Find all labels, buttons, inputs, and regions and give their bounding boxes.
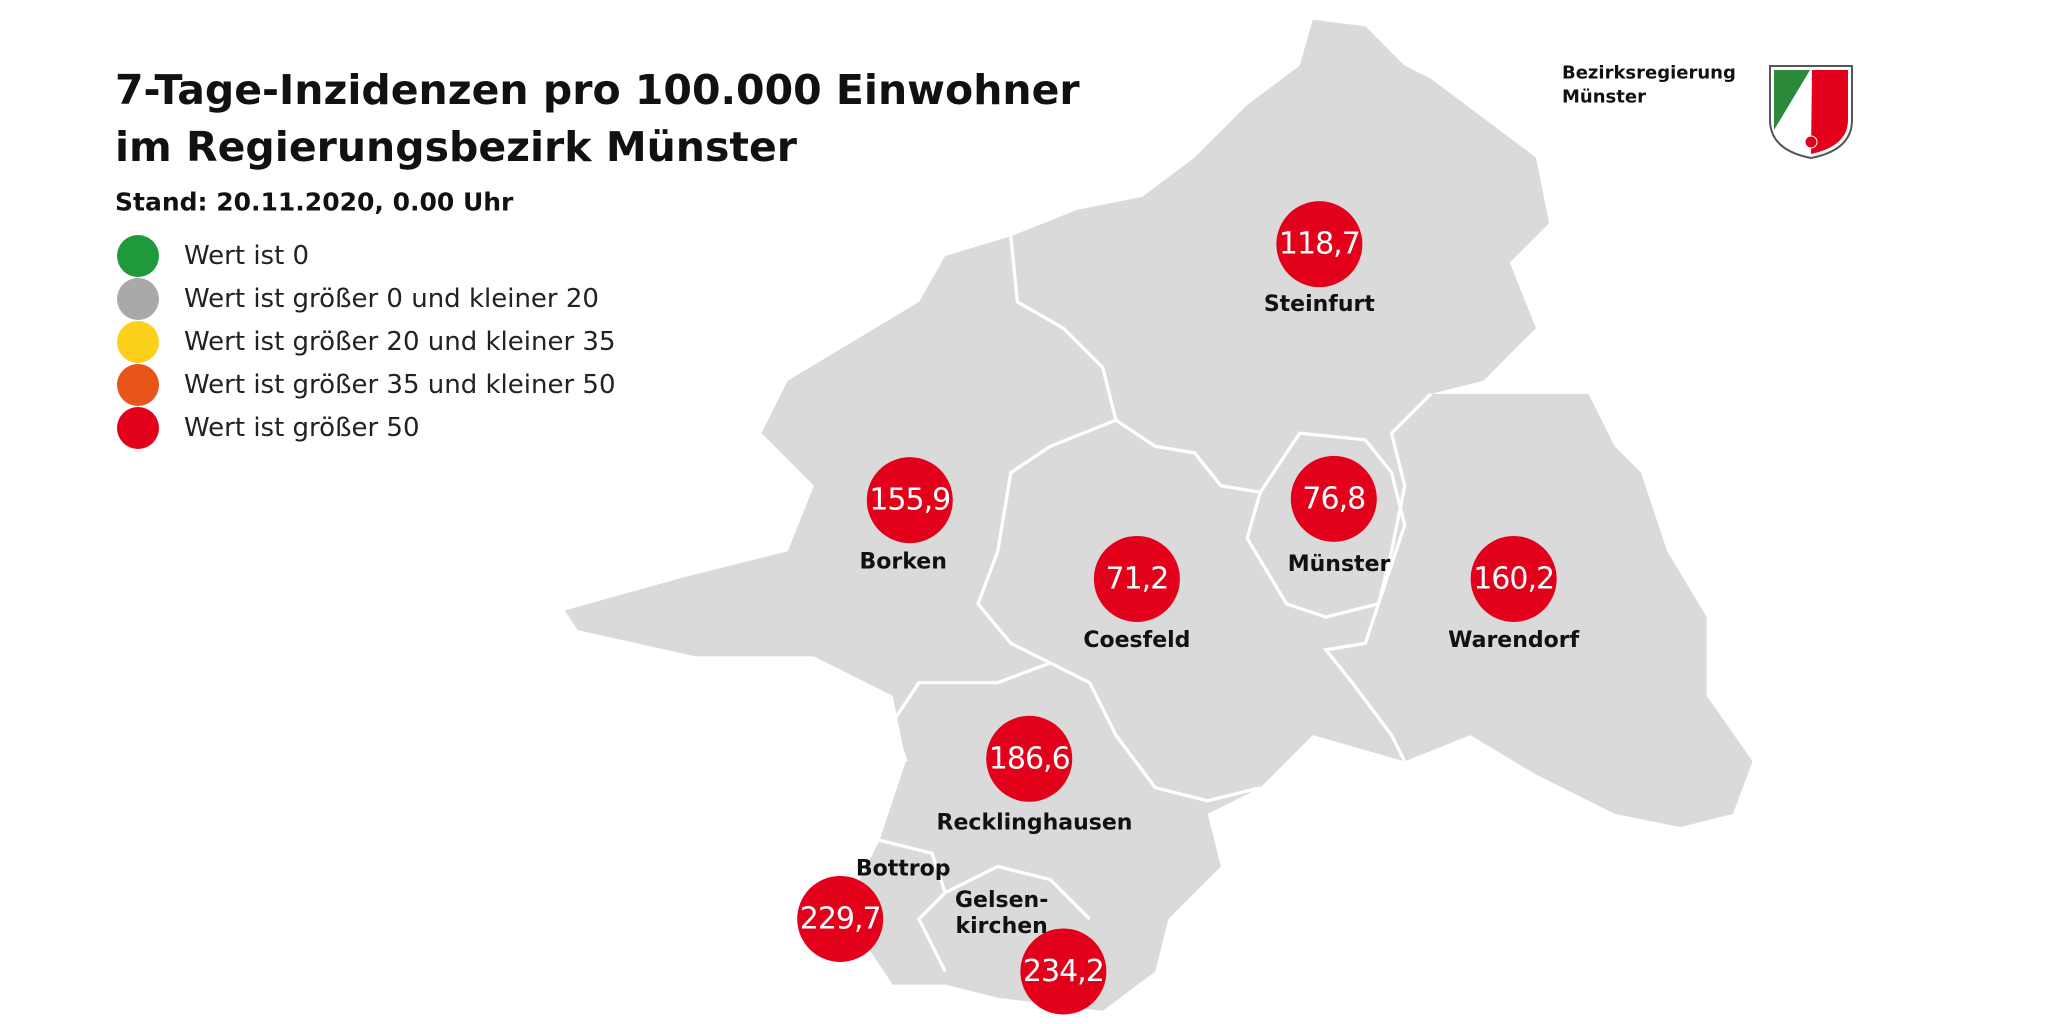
region-name: Recklinghausen: [937, 811, 1133, 836]
region-name: Münster: [1288, 552, 1391, 577]
incidence-value: 160,2: [1473, 561, 1554, 596]
border: [944, 864, 1091, 921]
incidence-bubble: [1093, 535, 1180, 622]
district-outline: [564, 19, 1753, 1011]
region-name: Coesfeld: [1083, 628, 1190, 653]
coat-of-arms-part: [1804, 135, 1818, 149]
logo-text: Münster: [1562, 87, 1646, 108]
incidence-bubble: [866, 457, 953, 544]
incidence-value: 234,2: [1023, 954, 1104, 989]
coat-of-arms-part: [1774, 70, 1810, 130]
title: im Regierungsbezirk Münster: [115, 123, 798, 171]
legend-label: Wert ist größer 0 und kleiner 20: [184, 284, 599, 314]
region-name: kirchen: [956, 914, 1048, 939]
region-name: Steinfurt: [1264, 292, 1376, 317]
incidence-value: 186,6: [989, 741, 1070, 776]
incidence-bubble: [986, 715, 1073, 802]
legend-swatch: [117, 278, 159, 320]
incidence-bubble: [1020, 928, 1107, 1015]
border: [890, 661, 1051, 762]
legend-swatch: [117, 235, 159, 277]
logo-text: Bezirksregierung: [1562, 63, 1736, 84]
logo: Bezirksregierung Münster: [1562, 63, 1853, 160]
region-name: Warendorf: [1448, 628, 1579, 653]
border: [1245, 431, 1407, 619]
map-shape: [564, 19, 1753, 1011]
legend-label: Wert ist größer 20 und kleiner 35: [184, 327, 616, 357]
border: [976, 418, 1117, 665]
legend-label: Wert ist größer 35 und kleiner 50: [184, 370, 616, 400]
legend-swatch: [117, 407, 159, 449]
incidence-value: 229,7: [800, 901, 881, 936]
border: [1322, 392, 1433, 763]
incidence-value: 118,7: [1279, 227, 1360, 262]
border: [1049, 661, 1261, 803]
stand: Stand: 20.11.2020, 0.00 Uhr: [115, 188, 514, 217]
region-name: Gelsen-: [955, 888, 1048, 913]
incidence-bubble: [797, 875, 884, 962]
legend-swatch: [117, 321, 159, 363]
legend-swatch: [117, 364, 159, 406]
legend-label: Wert ist größer 50: [184, 413, 420, 443]
region-name: Bottrop: [856, 857, 951, 882]
incidence-value: 71,2: [1105, 561, 1168, 596]
title: 7-Tage-Inzidenzen pro 100.000 Einwohner: [115, 66, 1080, 114]
incidence-value: 155,9: [869, 483, 950, 518]
coat-of-arms-part: [1811, 70, 1848, 154]
incidence-bubble: [1276, 201, 1363, 288]
incidence-bubble: [1470, 535, 1557, 622]
region-name: Borken: [860, 549, 947, 574]
incidence-bubble: [1290, 455, 1377, 542]
incidence-value: 76,8: [1302, 481, 1365, 516]
legend-label: Wert ist 0: [184, 241, 309, 271]
district-borders: [879, 236, 1433, 973]
